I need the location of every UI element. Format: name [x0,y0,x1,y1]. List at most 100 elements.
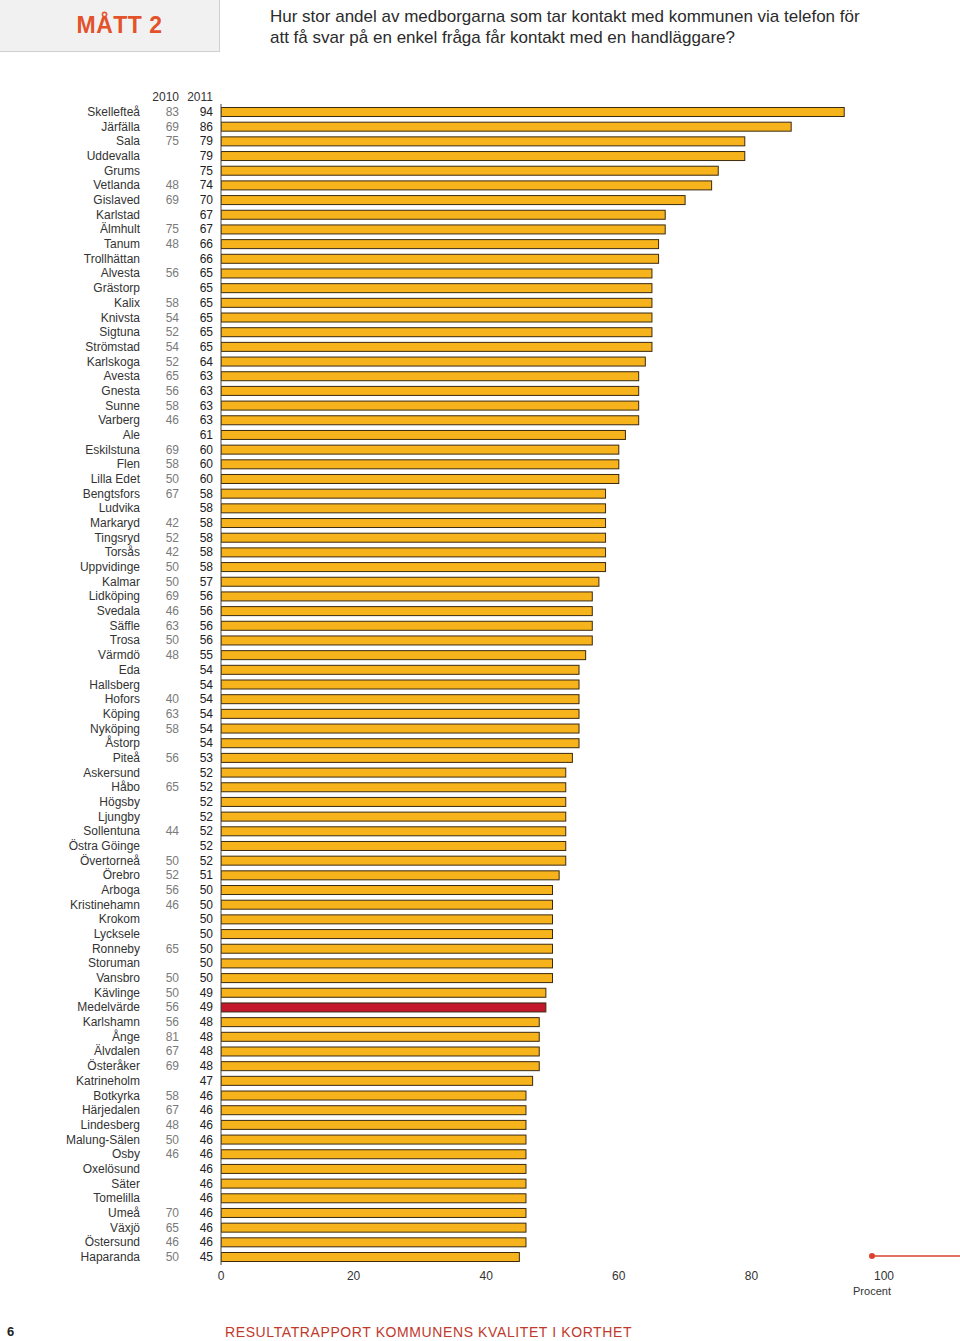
category-label: Vansbro [96,971,140,985]
category-label: Österåker [87,1059,140,1073]
category-label: Osby [112,1147,140,1161]
data-label: 60 [200,457,214,471]
category-label: Sunne [105,399,140,413]
category-label: Tingsryd [94,531,140,545]
value-2010: 58 [166,296,180,310]
bar [221,210,665,219]
bar [221,1120,526,1129]
bar [221,504,606,513]
data-label: 86 [200,120,214,134]
category-label: Tomelilla [93,1191,140,1205]
category-label: Eda [119,663,141,677]
bar [221,342,652,351]
category-label: Lindesberg [81,1118,140,1132]
data-label: 46 [200,1118,214,1132]
value-2010: 56 [166,1000,180,1014]
data-label: 48 [200,1015,214,1029]
category-label: Säffle [110,619,141,633]
bar [221,1018,539,1027]
bar [221,1253,519,1262]
category-label: Strömstad [85,340,140,354]
data-label: 52 [200,780,214,794]
category-label: Övertorneå [80,854,140,868]
bar [221,812,566,821]
data-label: 65 [200,281,214,295]
data-label: 50 [200,956,214,970]
category-label: Trollhättan [84,252,140,266]
bar [221,797,566,806]
bar [221,108,844,117]
data-label: 60 [200,472,214,486]
data-label: 63 [200,384,214,398]
tick-label: 80 [745,1269,759,1283]
bar [221,284,652,293]
bar [221,827,566,836]
bar [221,1091,526,1100]
value-2010: 81 [166,1030,180,1044]
category-label: Kristinehamn [70,898,140,912]
value-2010: 50 [166,1250,180,1264]
category-label: Piteå [113,751,141,765]
data-label: 53 [200,751,214,765]
bar [221,474,619,483]
data-label: 57 [200,575,214,589]
value-2010: 54 [166,311,180,325]
bar [221,988,546,997]
category-label: Säter [111,1177,140,1191]
data-label: 50 [200,883,214,897]
value-2010: 56 [166,883,180,897]
value-2010: 56 [166,266,180,280]
category-label: Sollentuna [83,824,140,838]
value-2010: 65 [166,942,180,956]
category-label: Kalmar [102,575,140,589]
decoration [872,1255,960,1257]
data-label: 74 [200,178,214,192]
bar [221,1003,546,1012]
bar [221,856,566,865]
category-label: Örebro [103,868,141,882]
value-2010: 56 [166,751,180,765]
bar [221,196,685,205]
value-2010: 46 [166,1147,180,1161]
value-2010: 44 [166,824,180,838]
category-label: Karlstad [96,208,140,222]
bar [221,1223,526,1232]
bar [221,240,659,249]
data-label: 46 [200,1191,214,1205]
category-label: Lidköping [89,589,140,603]
bar [221,768,566,777]
data-label: 48 [200,1059,214,1073]
category-label: Åstorp [105,735,140,750]
data-label: 46 [200,1206,214,1220]
bar [221,665,579,674]
value-2010: 50 [166,986,180,1000]
bar [221,416,639,425]
category-label: Högsby [99,795,140,809]
category-label: Lycksele [94,927,141,941]
data-label: 54 [200,663,214,677]
category-label: Håbo [111,780,140,794]
tick-label: 0 [218,1269,225,1283]
data-label: 46 [200,1235,214,1249]
data-label: 56 [200,619,214,633]
category-label: Bengtsfors [83,487,140,501]
value-2010: 50 [166,971,180,985]
bar [221,592,592,601]
chart: 20102011Skellefteå8394Järfälla6986Sala75… [0,0,960,1341]
category-label: Vetlanda [93,178,140,192]
value-2010: 65 [166,1221,180,1235]
category-label: Östra Göinge [69,839,141,853]
category-label: Botkyrka [93,1089,140,1103]
value-2010: 42 [166,545,180,559]
bar [221,445,619,454]
category-label: Järfälla [101,120,140,134]
value-2010: 63 [166,619,180,633]
data-label: 51 [200,868,214,882]
data-label: 58 [200,560,214,574]
bar [221,386,639,395]
data-label: 58 [200,516,214,530]
category-label: Alvesta [101,266,141,280]
data-label: 48 [200,1044,214,1058]
category-label: Karlshamn [83,1015,140,1029]
value-2010: 69 [166,193,180,207]
